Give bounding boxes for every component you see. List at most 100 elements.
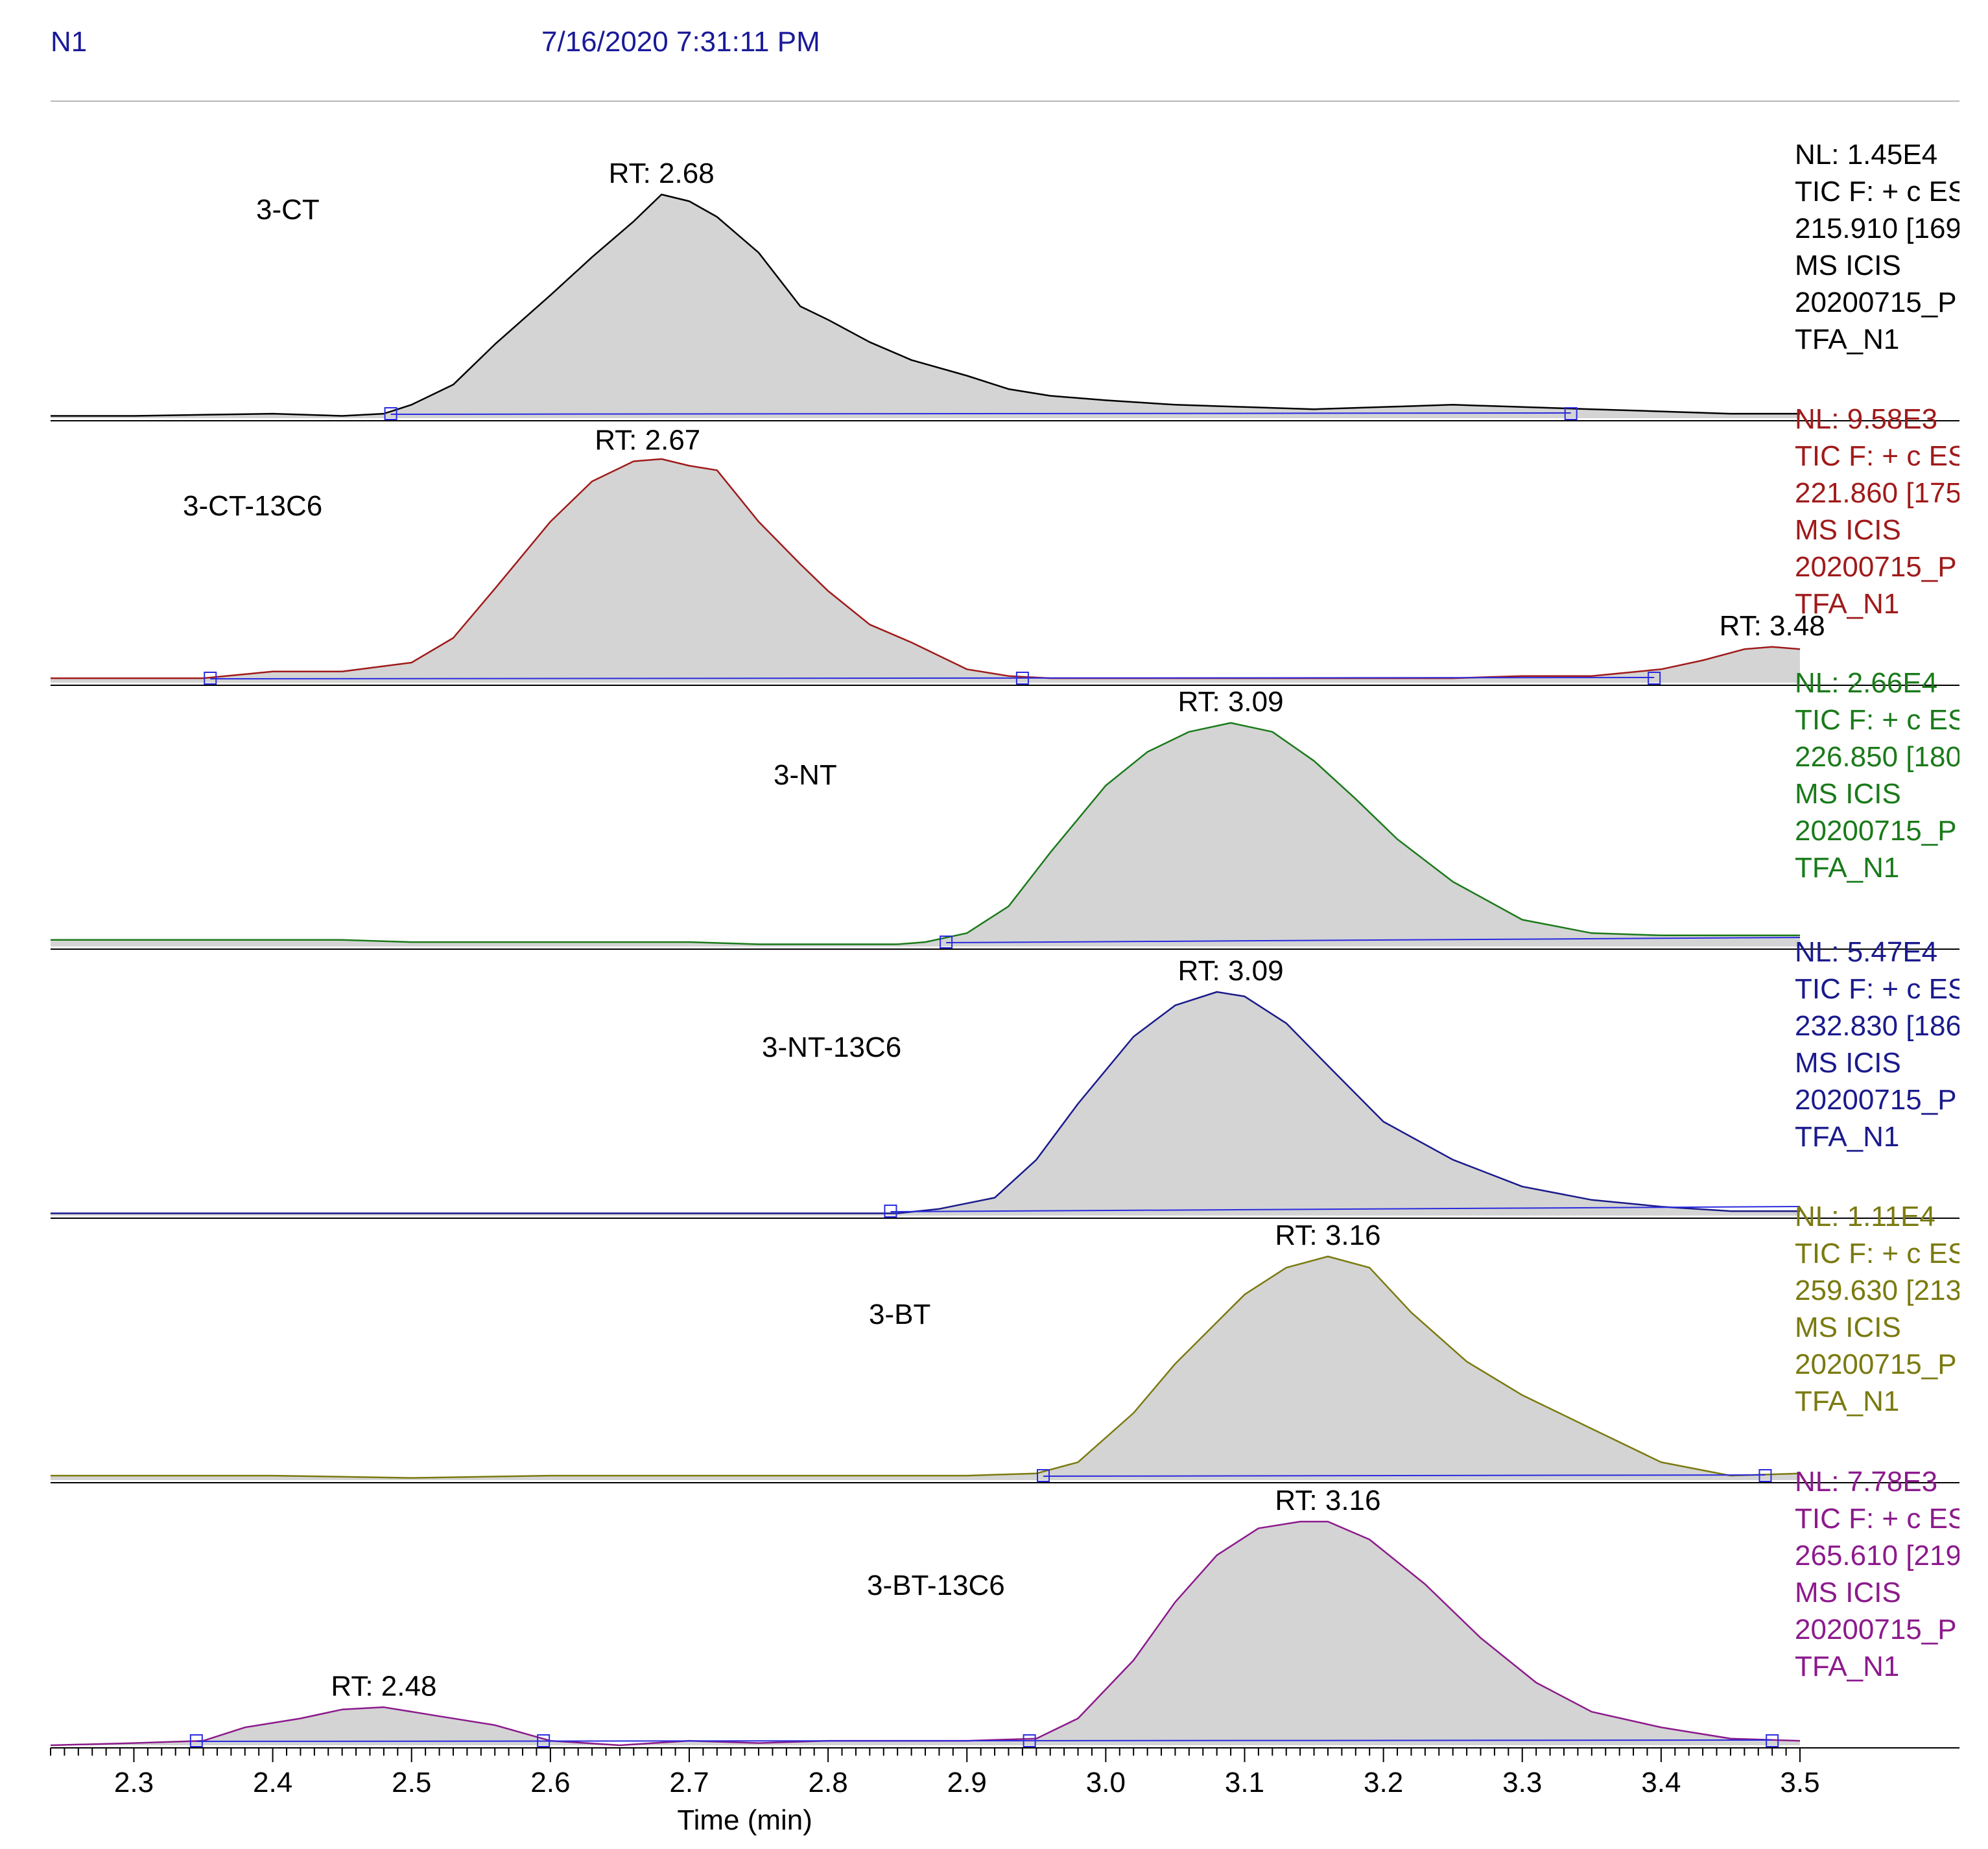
scan-info-1-2: MS ICIS [1795, 514, 1901, 546]
normalization-level-2: NL: 2.66E4 [1795, 667, 1937, 699]
scan-info-4-4: TFA_N1 [1795, 1385, 1899, 1417]
scan-info-0-0: TIC F: + c ESI [1795, 176, 1975, 207]
compound-label-4: 3-BT [869, 1299, 930, 1330]
scan-info-5-1: 265.610 [219 [1795, 1540, 1961, 1572]
sample-name: N1 [51, 26, 88, 58]
integration-baseline-0 [390, 412, 1571, 415]
peak-rt-label-4-0: RT: 3.16 [1275, 1219, 1380, 1251]
scan-info-5-2: MS ICIS [1795, 1577, 1901, 1608]
baseline-marker-5-0 [189, 1734, 203, 1747]
integration-baseline-5 [196, 1739, 1773, 1742]
x-tick-label-10: 3.3 [1502, 1767, 1542, 1798]
scan-info-2-3: 20200715_P [1795, 815, 1957, 847]
normalization-level-3: NL: 5.47E4 [1795, 936, 1937, 968]
integration-baseline-4 [1043, 1474, 1766, 1477]
baseline-marker-4-0 [1037, 1469, 1050, 1482]
scan-info-2-1: 226.850 [180 [1795, 741, 1961, 773]
scan-info-2-0: TIC F: + c ESI [1795, 704, 1975, 736]
x-tick-label-12: 3.5 [1780, 1767, 1819, 1798]
scan-info-1-0: TIC F: + c ESI [1795, 440, 1975, 472]
scan-info-4-1: 259.630 [213 [1795, 1275, 1961, 1306]
peak-area-0 [51, 194, 1800, 418]
baseline-marker-5-3 [1766, 1734, 1779, 1747]
x-tick-label-11: 3.4 [1641, 1767, 1681, 1798]
scan-info-0-3: 20200715_P [1795, 287, 1957, 318]
baseline-marker-3-0 [884, 1205, 897, 1218]
x-tick-label-2: 2.5 [392, 1767, 431, 1798]
x-tick-label-3: 2.6 [530, 1767, 570, 1798]
x-tick-label-1: 2.4 [253, 1767, 292, 1798]
trace-line-4 [51, 1255, 1801, 1479]
integration-baseline-2 [946, 937, 1801, 943]
scan-info-3-1: 232.830 [186 [1795, 1010, 1961, 1042]
peak-rt-label-1-0: RT: 2.67 [595, 424, 700, 456]
x-tick-label-4: 2.7 [669, 1767, 709, 1798]
trace-line-1 [51, 458, 1801, 679]
scan-info-0-4: TFA_N1 [1795, 324, 1899, 355]
scan-info-1-1: 221.860 [175 [1795, 477, 1961, 509]
x-tick-label-6: 2.9 [947, 1767, 987, 1798]
peak-rt-label-1-1: RT: 3.48 [1720, 610, 1825, 642]
scan-info-2-4: TFA_N1 [1795, 852, 1899, 884]
peak-rt-label-5-1: RT: 3.16 [1275, 1485, 1380, 1516]
compound-label-0: 3-CT [256, 194, 320, 226]
x-tick-label-0: 2.3 [114, 1767, 154, 1798]
peak-area-3 [51, 992, 1800, 1216]
peak-area-5 [51, 1522, 1800, 1745]
compound-label-2: 3-NT [774, 759, 837, 791]
baseline-marker-4-1 [1758, 1469, 1772, 1482]
x-tick-label-9: 3.2 [1364, 1767, 1403, 1798]
normalization-level-1: NL: 9.58E3 [1795, 403, 1937, 435]
scan-info-4-2: MS ICIS [1795, 1312, 1901, 1343]
trace-line-0 [51, 193, 1800, 417]
x-axis-label: Time (min) [677, 1804, 812, 1836]
compound-label-3: 3-NT-13C6 [762, 1031, 901, 1063]
header-divider [51, 100, 1959, 102]
scan-info-3-2: MS ICIS [1795, 1047, 1901, 1079]
baseline-marker-1-0 [204, 672, 217, 685]
scan-info-1-4: TFA_N1 [1795, 588, 1899, 620]
peak-area-2 [51, 723, 1800, 947]
scan-info-0-1: 215.910 [169 [1795, 213, 1961, 244]
baseline-marker-0-0 [384, 407, 397, 420]
trace-line-3 [51, 991, 1800, 1214]
scan-info-4-0: TIC F: + c ESI [1795, 1238, 1975, 1269]
scan-info-3-0: TIC F: + c ESI [1795, 973, 1975, 1005]
peak-area-4 [51, 1256, 1800, 1480]
peak-area-1 [51, 459, 1800, 683]
baseline-marker-2-0 [940, 936, 953, 948]
scan-info-5-0: TIC F: + c ESI [1795, 1503, 1975, 1535]
normalization-level-4: NL: 1.11E4 [1795, 1201, 1935, 1232]
normalization-level-0: NL: 1.45E4 [1795, 139, 1937, 171]
scan-info-4-3: 20200715_P [1795, 1348, 1957, 1380]
baseline-marker-5-2 [1023, 1734, 1036, 1747]
peak-rt-label-2-0: RT: 3.09 [1178, 686, 1284, 718]
compound-label-5: 3-BT-13C6 [867, 1570, 1005, 1601]
normalization-level-5: NL: 7.78E3 [1795, 1466, 1937, 1498]
x-tick-label-5: 2.8 [809, 1767, 848, 1798]
peak-rt-label-3-0: RT: 3.09 [1178, 955, 1284, 987]
trace-line-5 [50, 1520, 1801, 1747]
right-edge-mask [1959, 130, 1988, 1763]
scan-info-2-2: MS ICIS [1795, 778, 1901, 810]
scan-info-5-3: 20200715_P [1795, 1614, 1957, 1645]
scan-info-3-4: TFA_N1 [1795, 1121, 1899, 1153]
integration-baseline-1 [210, 677, 1655, 679]
baseline-marker-1-2 [1648, 672, 1661, 685]
scan-info-0-2: MS ICIS [1795, 250, 1901, 281]
scan-info-3-3: 20200715_P [1795, 1084, 1957, 1116]
scan-info-5-4: TFA_N1 [1795, 1651, 1899, 1682]
baseline-marker-5-1 [537, 1734, 550, 1747]
x-tick-label-8: 3.1 [1225, 1767, 1264, 1798]
x-tick-label-7: 3.0 [1086, 1767, 1126, 1798]
baseline-marker-1-1 [1015, 672, 1029, 685]
integration-baseline-3 [890, 1206, 1801, 1212]
compound-label-1: 3-CT-13C6 [183, 490, 322, 522]
peak-rt-label-5-0: RT: 2.48 [331, 1670, 436, 1702]
acquisition-datetime: 7/16/2020 7:31:11 PM [541, 26, 820, 58]
trace-line-2 [51, 722, 1800, 945]
peak-rt-label-0-0: RT: 2.68 [609, 158, 715, 189]
scan-info-1-3: 20200715_P [1795, 551, 1957, 583]
baseline-marker-0-1 [1564, 407, 1578, 420]
